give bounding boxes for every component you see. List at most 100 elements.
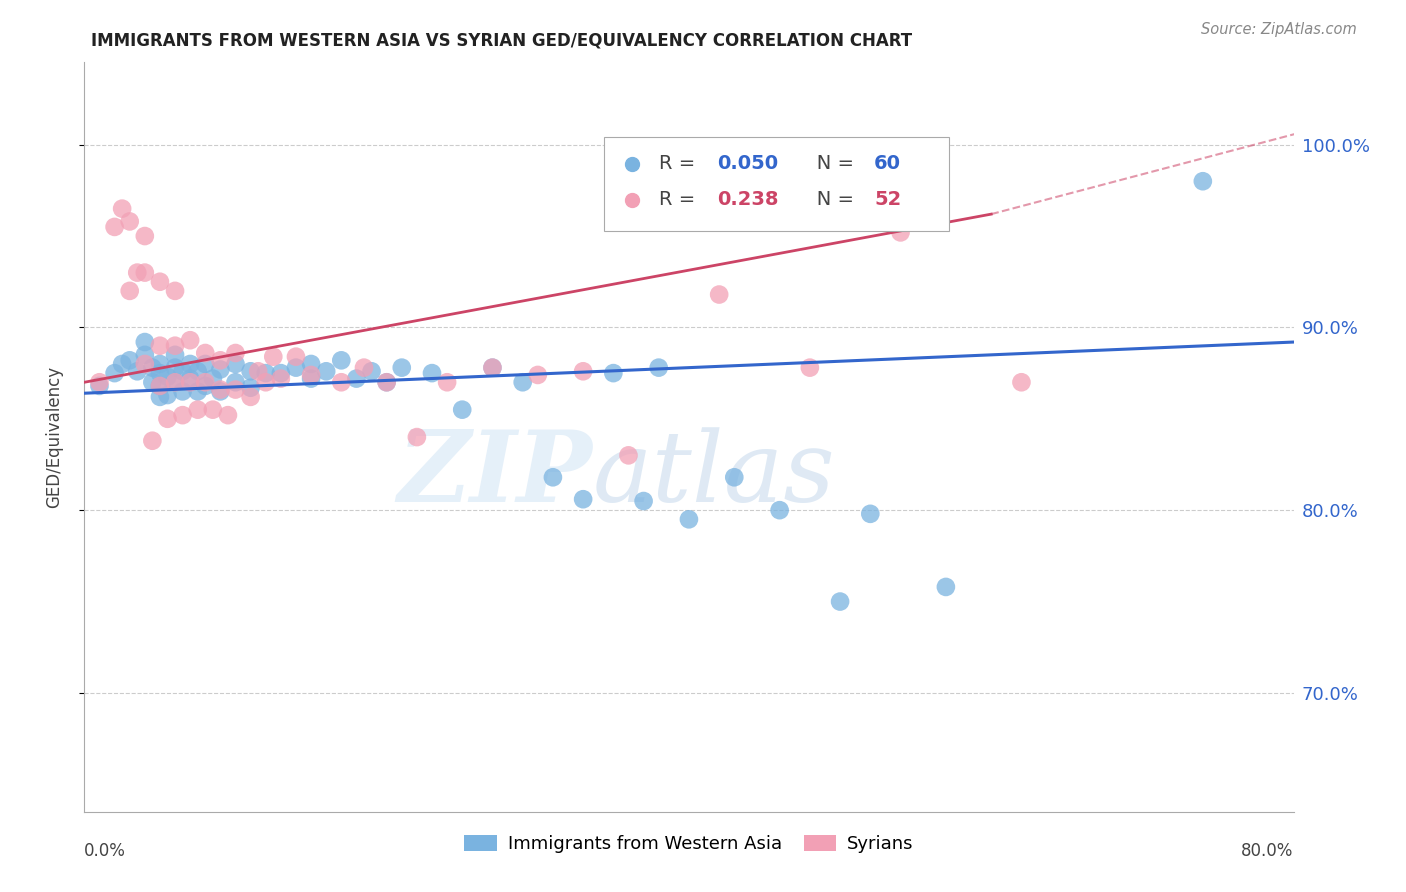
Point: [209, 383, 232, 397]
Point: [360, 364, 382, 378]
Point: [156, 388, 179, 402]
Point: [678, 512, 700, 526]
Point: [127, 266, 149, 280]
Point: [194, 357, 217, 371]
Point: [225, 383, 247, 397]
Point: [315, 364, 337, 378]
Point: [179, 357, 201, 371]
Point: [262, 350, 284, 364]
Point: [156, 369, 179, 384]
Text: 0.0%: 0.0%: [84, 842, 127, 860]
Point: [375, 376, 398, 390]
Point: [225, 376, 247, 390]
Point: [353, 360, 375, 375]
Point: [209, 384, 232, 399]
Point: [254, 376, 277, 390]
Point: [285, 350, 308, 364]
Point: [225, 346, 247, 360]
Point: [709, 287, 731, 301]
Point: [1192, 174, 1215, 188]
Point: [859, 507, 882, 521]
Point: [617, 448, 640, 462]
Text: 0.050: 0.050: [717, 154, 778, 173]
Point: [285, 360, 308, 375]
Point: [104, 366, 127, 380]
Point: [179, 333, 201, 347]
Point: [758, 384, 780, 399]
Point: [209, 362, 232, 376]
Point: [111, 202, 134, 216]
Point: [104, 219, 127, 234]
Point: [134, 357, 156, 371]
Point: [165, 348, 187, 362]
Point: [572, 492, 595, 507]
Point: [758, 472, 780, 486]
Point: [118, 284, 141, 298]
Point: [1011, 376, 1033, 390]
Point: [299, 368, 322, 382]
Point: [330, 353, 353, 368]
Point: [527, 368, 550, 382]
Text: R =: R =: [659, 190, 702, 209]
Point: [406, 430, 429, 444]
Point: [481, 360, 503, 375]
Point: [134, 266, 156, 280]
Point: [179, 376, 201, 390]
Point: [420, 366, 443, 380]
Point: [156, 412, 179, 426]
Y-axis label: GED/Equivalency: GED/Equivalency: [45, 366, 63, 508]
Point: [179, 371, 201, 385]
Text: 80.0%: 80.0%: [1241, 842, 1294, 860]
Point: [172, 364, 194, 378]
Point: [111, 357, 134, 371]
Point: [89, 376, 111, 390]
Text: N =: N =: [797, 190, 860, 209]
Point: [270, 366, 292, 380]
Point: [172, 408, 194, 422]
Point: [633, 494, 655, 508]
Point: [217, 408, 239, 422]
Point: [330, 376, 353, 390]
Point: [481, 360, 503, 375]
Point: [201, 371, 224, 385]
Point: [769, 503, 792, 517]
Point: [194, 379, 217, 393]
Point: [165, 339, 187, 353]
Point: [187, 384, 209, 399]
Point: [118, 214, 141, 228]
Legend: Immigrants from Western Asia, Syrians: Immigrants from Western Asia, Syrians: [458, 830, 920, 859]
Text: 0.238: 0.238: [717, 190, 779, 209]
Point: [512, 376, 534, 390]
Text: R =: R =: [659, 154, 702, 173]
Point: [172, 384, 194, 399]
Text: 52: 52: [875, 190, 901, 209]
Point: [890, 226, 912, 240]
Point: [270, 371, 292, 385]
Text: ZIP: ZIP: [398, 426, 592, 523]
Point: [187, 364, 209, 378]
Point: [149, 366, 172, 380]
Point: [141, 376, 163, 390]
Point: [149, 379, 172, 393]
Text: IMMIGRANTS FROM WESTERN ASIA VS SYRIAN GED/EQUIVALENCY CORRELATION CHART: IMMIGRANTS FROM WESTERN ASIA VS SYRIAN G…: [91, 31, 912, 49]
Point: [149, 275, 172, 289]
Point: [602, 366, 624, 380]
Point: [346, 371, 368, 385]
Text: Source: ZipAtlas.com: Source: ZipAtlas.com: [1201, 22, 1357, 37]
Point: [247, 364, 270, 378]
Text: atlas: atlas: [592, 427, 835, 522]
Point: [141, 434, 163, 448]
Point: [239, 364, 262, 378]
Point: [239, 381, 262, 395]
Point: [225, 357, 247, 371]
Point: [194, 376, 217, 390]
Point: [572, 364, 595, 378]
Point: [935, 580, 957, 594]
Point: [299, 371, 322, 385]
Point: [194, 346, 217, 360]
Point: [799, 360, 821, 375]
Point: [375, 376, 398, 390]
Point: [134, 229, 156, 244]
Point: [134, 348, 156, 362]
Point: [165, 360, 187, 375]
